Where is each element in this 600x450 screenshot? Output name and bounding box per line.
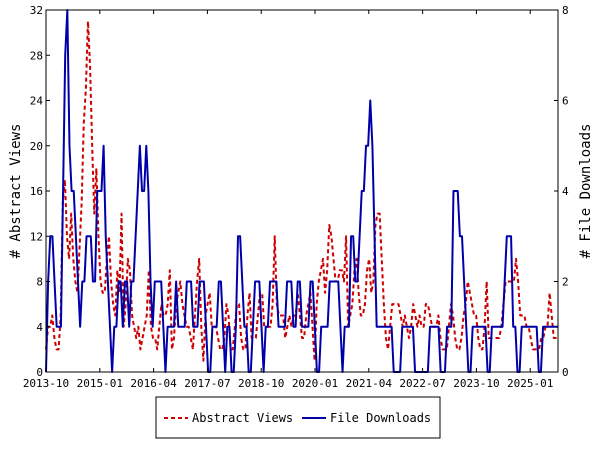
left-y-tick-label: 20 bbox=[30, 140, 43, 153]
left-y-tick-label: 32 bbox=[30, 4, 43, 17]
series-line-file-downloads bbox=[45, 9, 558, 373]
left-y-tick-label: 28 bbox=[30, 49, 43, 62]
legend-label-file-downloads: File Downloads bbox=[330, 411, 431, 425]
left-y-tick-label: 0 bbox=[36, 366, 43, 379]
x-tick-label: 2017-07 bbox=[184, 377, 230, 390]
x-tick-label: 2018-10 bbox=[238, 377, 284, 390]
x-tick-label: 2016-04 bbox=[130, 377, 177, 390]
x-tick-label: 2022-07 bbox=[399, 377, 445, 390]
left-y-tick-label: 16 bbox=[30, 185, 43, 198]
left-y-tick-label: 4 bbox=[36, 321, 43, 334]
x-tick-label: 2020-01 bbox=[292, 377, 338, 390]
x-tick-label: 2015-01 bbox=[77, 377, 123, 390]
right-y-tick-label: 6 bbox=[562, 95, 569, 108]
x-tick-label: 2021-04 bbox=[346, 377, 393, 390]
legend-box bbox=[155, 396, 441, 439]
right-y-tick-label: 0 bbox=[562, 366, 569, 379]
right-y-tick-label: 2 bbox=[562, 276, 569, 289]
x-tick-label: 2025-01 bbox=[507, 377, 553, 390]
legend: Abstract Views File Downloads bbox=[155, 396, 441, 439]
right-y-tick-label: 4 bbox=[562, 185, 569, 198]
right-axis-title: # File Downloads bbox=[578, 124, 594, 259]
legend-label-abstract-views: Abstract Views bbox=[192, 411, 293, 425]
series-layer bbox=[45, 9, 558, 373]
x-tick-label: 2023-10 bbox=[453, 377, 499, 390]
left-y-tick-label: 8 bbox=[36, 276, 43, 289]
left-axis-title: # Abstract Views bbox=[8, 124, 24, 259]
left-y-tick-label: 24 bbox=[30, 95, 44, 108]
right-y-tick-label: 8 bbox=[562, 4, 569, 17]
left-y-tick-label: 12 bbox=[30, 230, 43, 243]
x-tick-label: 2013-10 bbox=[23, 377, 69, 390]
